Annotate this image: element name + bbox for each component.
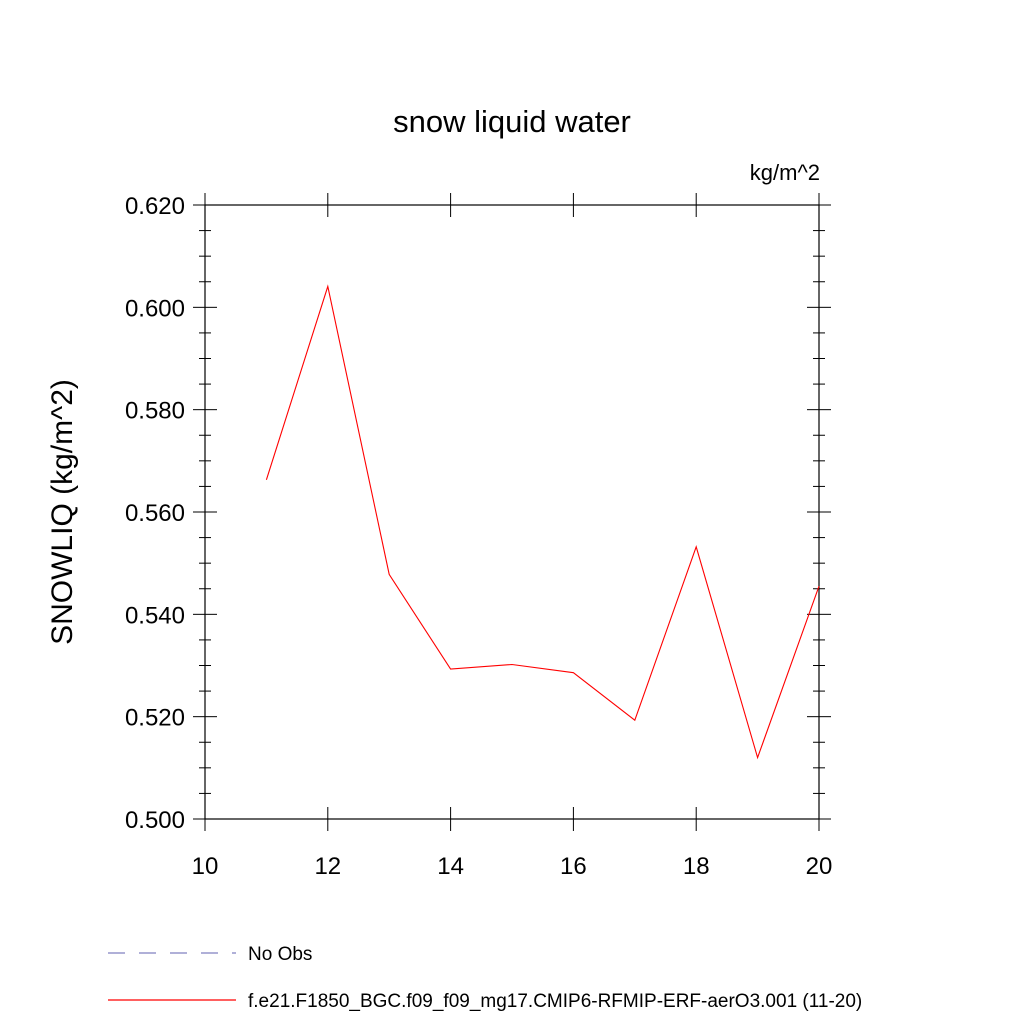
x-tick-label: 20 — [806, 853, 833, 880]
y-tick-label: 0.620 — [125, 193, 185, 220]
x-tick-label: 16 — [560, 853, 587, 880]
data-series — [265, 284, 820, 760]
plot-frame — [204, 204, 820, 820]
x-tick-labels: 10 12 14 16 18 20 — [192, 853, 833, 880]
axis-ticks — [193, 193, 831, 831]
legend-no-obs-label: No Obs — [248, 944, 312, 965]
units-label: kg/m^2 — [750, 160, 820, 185]
series-line — [265, 284, 820, 760]
y-tick-label: 0.560 — [125, 500, 185, 527]
x-tick-label: 12 — [314, 853, 341, 880]
chart-title: snow liquid water — [393, 104, 631, 139]
y-tick-label: 0.600 — [125, 295, 185, 322]
legend-series-label: f.e21.F1850_BGC.f09_f09_mg17.CMIP6-RFMIP… — [248, 991, 862, 1012]
y-tick-label: 0.520 — [125, 705, 185, 732]
x-tick-label: 14 — [437, 853, 464, 880]
y-tick-labels: 0.500 0.520 0.540 0.560 0.580 0.600 0.620 — [125, 193, 185, 834]
y-tick-label: 0.580 — [125, 398, 185, 425]
legend: No Obs f.e21.F1850_BGC.f09_f09_mg17.CMIP… — [108, 944, 862, 1012]
x-tick-label: 18 — [683, 853, 710, 880]
y-tick-label: 0.540 — [125, 602, 185, 629]
y-axis-label: SNOWLIQ (kg/m^2) — [46, 379, 79, 645]
y-tick-label: 0.500 — [125, 807, 185, 834]
x-tick-label: 10 — [192, 853, 219, 880]
